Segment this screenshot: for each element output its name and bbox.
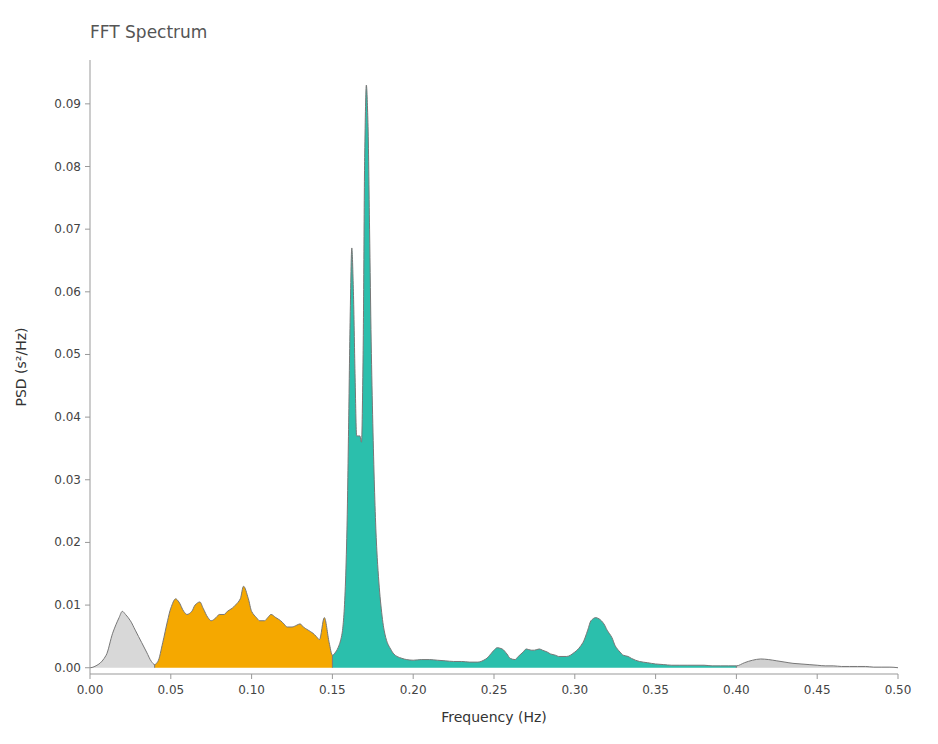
x-tick bbox=[655, 674, 656, 679]
boundary-line bbox=[736, 666, 737, 668]
y-tick bbox=[85, 667, 90, 668]
x-tick bbox=[413, 674, 414, 679]
y-tick bbox=[85, 166, 90, 167]
y-tick bbox=[85, 354, 90, 355]
spectrum-line bbox=[90, 85, 898, 668]
x-tick-label: 0.20 bbox=[400, 683, 427, 697]
y-tick-label: 0.03 bbox=[54, 473, 81, 487]
x-tick bbox=[251, 674, 252, 679]
y-axis-line bbox=[90, 60, 91, 674]
x-tick bbox=[736, 674, 737, 679]
x-tick bbox=[898, 674, 899, 679]
x-tick-label: 0.10 bbox=[238, 683, 265, 697]
chart: 0.00 0.01 0.02 0.03 0.04 0.05 0.06 0.07 0.08 0.09… bbox=[0, 0, 938, 744]
y-tick bbox=[85, 417, 90, 418]
y-tick-label: 0.02 bbox=[54, 535, 81, 549]
x-tick bbox=[494, 674, 495, 679]
x-tick bbox=[574, 674, 575, 679]
y-tick-label: 0.04 bbox=[54, 410, 81, 424]
region-fill bbox=[155, 586, 333, 667]
x-tick-label: 0.35 bbox=[642, 683, 669, 697]
y-axis-label: PSD (s²/Hz) bbox=[13, 328, 29, 407]
x-tick-label: 0.30 bbox=[561, 683, 588, 697]
x-tick-label: 0.00 bbox=[77, 683, 104, 697]
y-tick bbox=[85, 229, 90, 230]
x-tick-label: 0.25 bbox=[481, 683, 508, 697]
title: FFT Spectrum bbox=[90, 22, 207, 42]
region-fill bbox=[90, 611, 155, 667]
region-fill bbox=[332, 85, 736, 668]
x-tick-label: 0.50 bbox=[885, 683, 912, 697]
boundary-line bbox=[332, 655, 333, 668]
plot-area bbox=[90, 85, 898, 668]
y-tick bbox=[85, 542, 90, 543]
region-fill bbox=[736, 659, 898, 668]
y-tick bbox=[85, 479, 90, 480]
y-tick bbox=[85, 291, 90, 292]
x-tick bbox=[817, 674, 818, 679]
y-tick-label: 0.05 bbox=[54, 347, 81, 361]
y-tick-label: 0.08 bbox=[54, 160, 81, 174]
y-tick-label: 0.01 bbox=[54, 598, 81, 612]
x-tick bbox=[170, 674, 171, 679]
x-tick bbox=[332, 674, 333, 679]
y-tick-label: 0.07 bbox=[54, 222, 81, 236]
boundary-line bbox=[154, 665, 155, 668]
y-tick-label: 0.09 bbox=[54, 97, 81, 111]
x-tick bbox=[90, 674, 91, 679]
x-tick-label: 0.05 bbox=[157, 683, 184, 697]
x-tick-label: 0.45 bbox=[804, 683, 831, 697]
x-tick-label: 0.40 bbox=[723, 683, 750, 697]
y-tick bbox=[85, 605, 90, 606]
y-tick bbox=[85, 103, 90, 104]
y-tick-label: 0.00 bbox=[54, 661, 81, 675]
x-tick-label: 0.15 bbox=[319, 683, 346, 697]
x-axis-label: Frequency (Hz) bbox=[441, 709, 547, 725]
y-tick-label: 0.06 bbox=[54, 285, 81, 299]
